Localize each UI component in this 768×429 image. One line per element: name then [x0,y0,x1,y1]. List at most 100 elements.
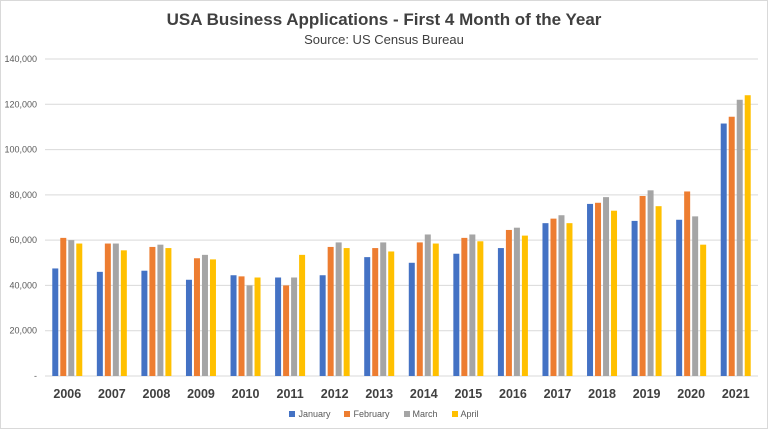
legend-label: March [412,409,438,419]
bar-april-2010 [254,277,261,376]
x-tick-label: 2018 [588,387,616,401]
bar-january-2007 [96,271,103,376]
bar-april-2012 [343,248,350,376]
bar-april-2016 [521,235,528,376]
bar-april-2011 [299,254,306,376]
bar-february-2021 [728,116,735,376]
bar-january-2018 [587,203,594,376]
legend-swatch [451,411,458,417]
x-tick-label: 2011 [277,387,304,401]
bar-february-2012 [327,246,334,376]
bar-february-2019 [639,195,646,376]
bar-february-2010 [238,276,245,376]
y-tick-label: 40,000 [9,280,37,290]
bar-february-2018 [595,202,602,376]
bar-january-2011 [275,277,282,376]
legend-label: January [298,409,331,419]
bar-january-2012 [319,275,326,376]
x-tick-label: 2016 [499,387,527,401]
y-tick-label: 120,000 [4,99,37,109]
legend-swatch [403,411,410,417]
bar-february-2013 [372,248,379,376]
x-tick-label: 2009 [187,387,215,401]
bar-march-2010 [246,285,253,376]
bar-january-2014 [408,262,415,376]
legend-item-february: February [344,409,390,419]
y-tick-label: 100,000 [4,145,37,155]
bar-april-2019 [655,206,662,376]
legend: January February March April [1,409,767,419]
bar-january-2008 [141,270,148,376]
y-tick-label: 140,000 [4,54,37,64]
bar-january-2016 [497,248,504,376]
legend-swatch [344,411,351,417]
bar-february-2009 [193,258,200,376]
bar-january-2020 [676,219,683,376]
legend-item-january: January [289,409,330,419]
bar-february-2016 [505,229,512,376]
chart-title: USA Business Applications - First 4 Mont… [166,10,602,29]
bar-february-2011 [283,285,290,376]
bar-march-2009 [201,254,208,376]
legend-label: April [460,409,479,419]
bar-april-2007 [120,250,127,376]
bar-april-2015 [477,241,484,376]
x-tick-label: 2021 [722,387,750,401]
bar-march-2019 [647,190,654,376]
legend-label: February [353,409,390,419]
bar-march-2012 [335,242,342,376]
bar-april-2018 [611,210,618,376]
y-tick-label: - [34,371,37,381]
bar-march-2016 [513,227,520,376]
bar-january-2009 [185,279,192,376]
bar-march-2017 [558,215,565,376]
x-tick-label: 2012 [321,387,349,401]
bar-march-2020 [692,216,699,376]
bar-march-2007 [112,243,119,376]
chart-subtitle: Source: US Census Bureau [304,32,464,47]
bar-april-2008 [165,248,172,376]
legend-item-march: March [403,409,438,419]
x-tick-label: 2017 [544,387,572,401]
bar-february-2017 [550,218,557,376]
bar-march-2006 [68,240,75,376]
bar-march-2015 [469,234,476,376]
y-tick-label: 20,000 [9,326,37,336]
bar-february-2014 [416,242,423,376]
bar-april-2021 [744,95,751,376]
y-tick-label: 60,000 [9,235,37,245]
bar-february-2007 [104,243,111,376]
bar-april-2014 [432,243,439,376]
bar-january-2017 [542,223,549,376]
y-tick-label: 80,000 [9,190,37,200]
bar-january-2015 [453,253,460,376]
bar-february-2006 [60,237,67,376]
bar-february-2020 [684,191,691,376]
bar-march-2011 [291,277,298,376]
bar-april-2009 [209,259,216,376]
bar-january-2010 [230,275,237,376]
legend-item-april: April [451,409,479,419]
bar-january-2013 [364,257,371,376]
bar-march-2013 [380,242,387,376]
bar-april-2017 [566,223,573,376]
bar-january-2021 [720,123,727,377]
x-tick-label: 2006 [53,387,81,401]
bar-april-2020 [700,244,707,376]
bar-march-2008 [157,244,164,376]
bar-january-2006 [52,268,59,376]
bar-march-2014 [424,234,431,376]
bar-february-2015 [461,237,468,376]
bar-april-2006 [76,243,83,376]
x-tick-label: 2014 [410,387,438,401]
x-tick-label: 2007 [98,387,126,401]
bar-march-2018 [603,197,610,376]
bar-march-2021 [736,99,743,376]
x-tick-label: 2015 [454,387,482,401]
bar-january-2019 [631,220,638,376]
bar-february-2008 [149,246,156,376]
x-tick-label: 2008 [143,387,171,401]
bar-april-2013 [388,251,395,376]
